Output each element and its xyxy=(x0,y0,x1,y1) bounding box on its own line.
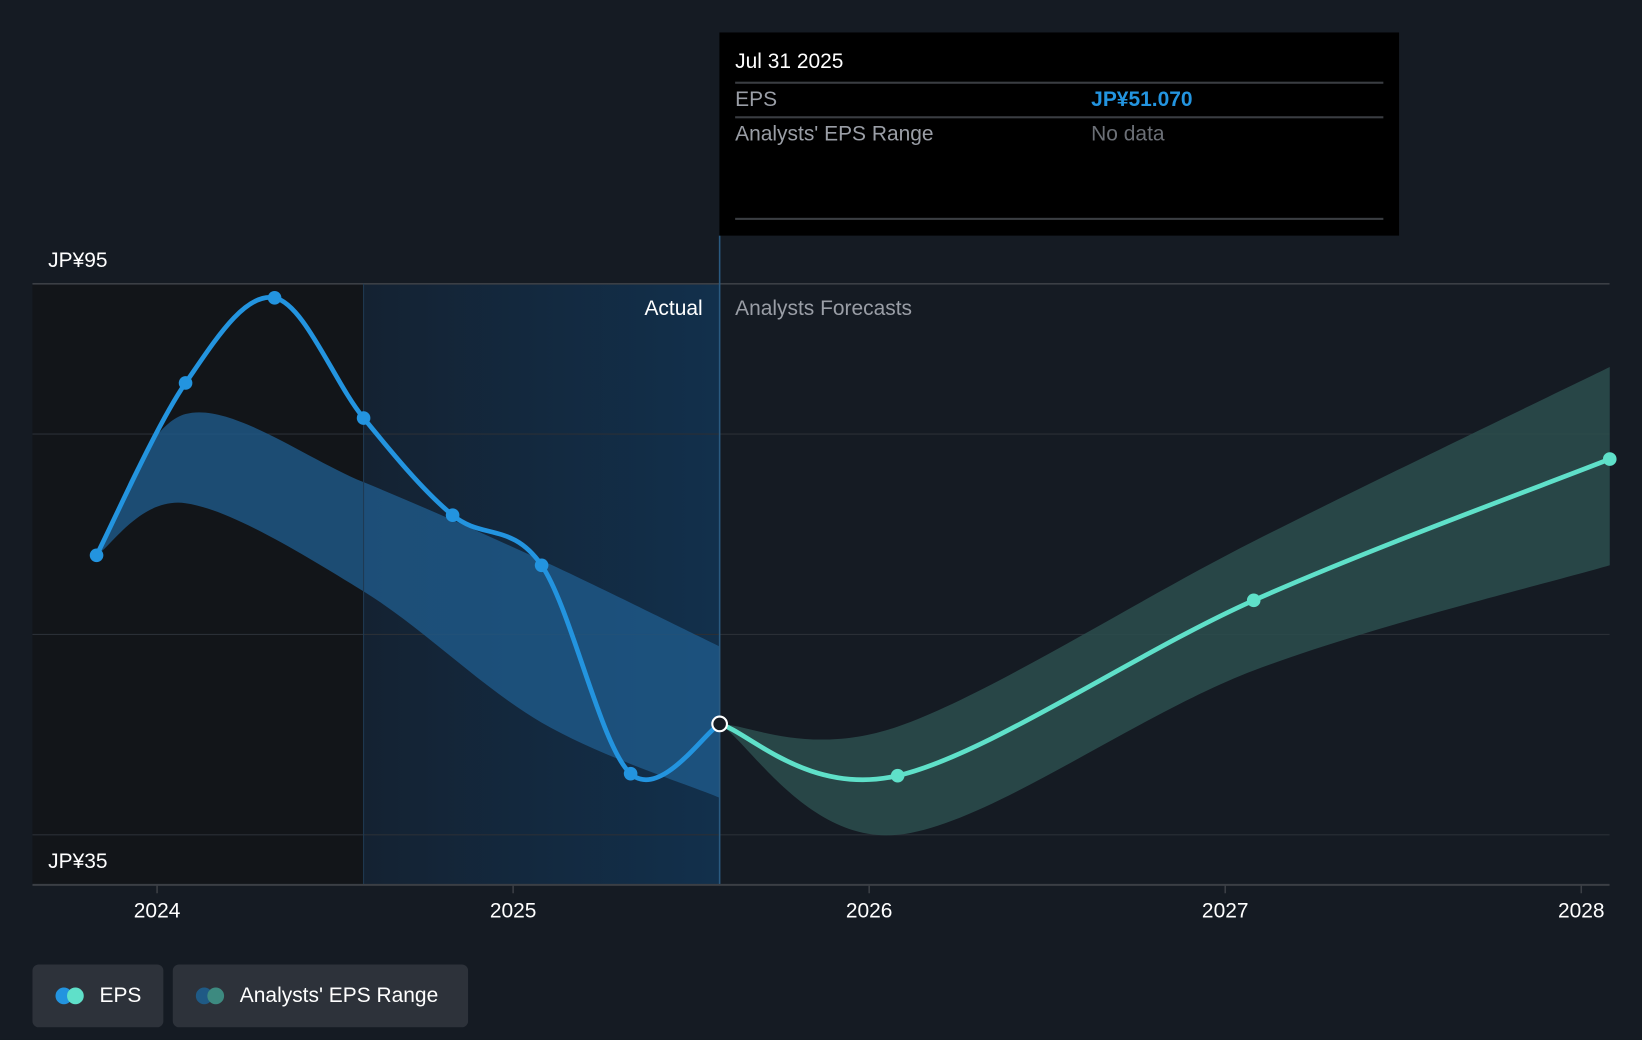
past-range-band xyxy=(96,412,720,798)
tooltip-row-range: Analysts' EPS Range No data xyxy=(735,116,1384,152)
legend-eps[interactable]: EPS xyxy=(32,964,164,1028)
y-axis-label: JP¥95 xyxy=(48,249,107,272)
eps-legend-icon xyxy=(55,987,87,1005)
tooltip-range-value: No data xyxy=(1091,122,1165,146)
forecast-range-band xyxy=(719,366,1610,836)
data-point xyxy=(623,766,638,781)
data-point xyxy=(267,291,282,305)
tooltip-eps-value: JP¥51.070 xyxy=(1091,87,1193,112)
tooltip-date: Jul 31 2025 xyxy=(735,50,844,74)
data-point xyxy=(356,411,371,425)
x-axis-label: 2027 xyxy=(1202,899,1249,922)
x-axis-label: 2028 xyxy=(1558,899,1605,922)
data-point xyxy=(534,558,549,573)
y-axis-label: JP¥35 xyxy=(48,850,107,873)
data-point xyxy=(1246,593,1261,608)
history-shade xyxy=(32,283,364,885)
eps-forecast-line xyxy=(717,456,1613,783)
tooltip-row-eps: EPS JP¥51.070 xyxy=(735,81,1384,118)
x-axis-label: 2024 xyxy=(134,899,181,922)
legend-eps-label: EPS xyxy=(99,983,142,1007)
actual-label: Actual xyxy=(644,297,702,320)
tooltip-range-label: Analysts' EPS Range xyxy=(735,122,934,146)
eps-range-legend-icon xyxy=(195,987,227,1005)
legend-range-label: Analysts' EPS Range xyxy=(239,983,439,1007)
tooltip-divider xyxy=(735,217,1384,220)
data-point xyxy=(890,768,905,783)
tooltip-eps-label: EPS xyxy=(735,87,778,112)
forecast-label: Analysts Forecasts xyxy=(735,297,912,320)
data-point xyxy=(445,508,460,523)
highlighted-data-point xyxy=(711,715,729,733)
data-point xyxy=(1602,452,1617,466)
x-axis-label: 2026 xyxy=(846,899,893,922)
x-axis-label: 2025 xyxy=(490,899,537,922)
tooltip: Jul 31 2025 EPS JP¥51.070 Analysts' EPS … xyxy=(719,32,1400,236)
data-point xyxy=(178,376,193,390)
data-point xyxy=(89,548,104,563)
legend-eps-range[interactable]: Analysts' EPS Range xyxy=(172,964,469,1028)
